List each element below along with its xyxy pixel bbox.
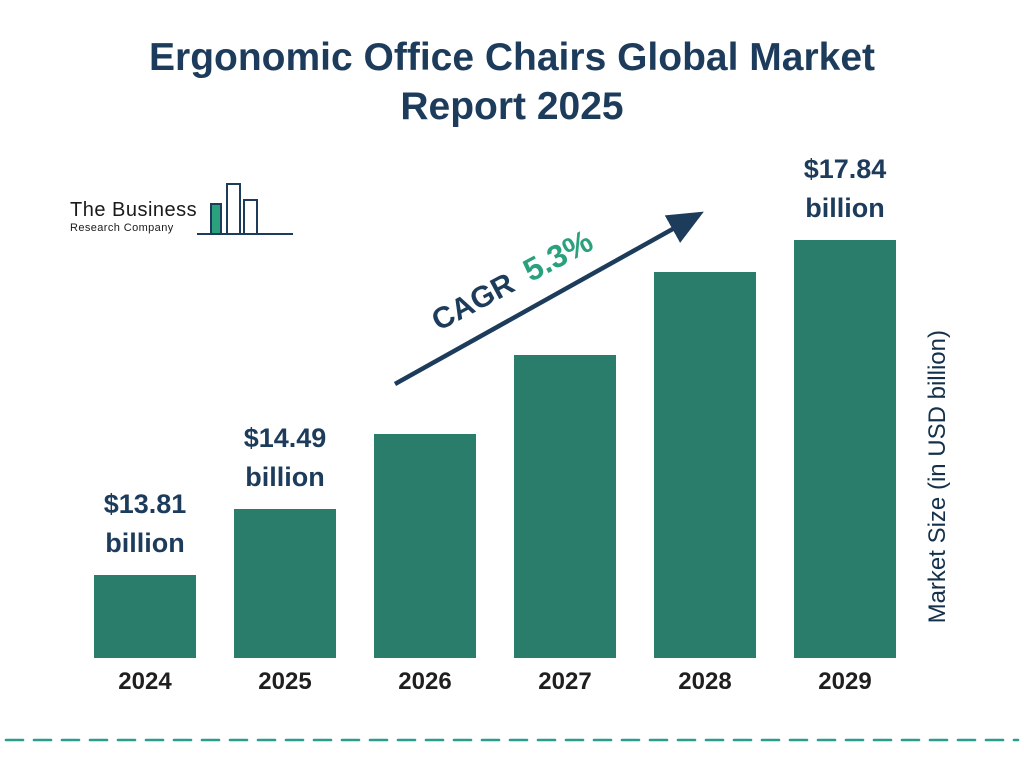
x-axis-tick-label: 2024 [118,668,172,695]
x-axis-tick-label: 2027 [538,668,592,695]
bottom-dashed-divider [4,738,1020,742]
logo-line1: The Business [70,199,198,221]
bar-2028 [654,272,756,658]
x-axis-tick-label: 2028 [678,668,732,695]
y-axis-label: Market Size (in USD billion) [924,330,951,624]
bar-slot: $13.81 billion 2024 [75,150,215,700]
bar-slot: $14.49 billion 2025 [215,150,355,700]
bar-2027 [514,355,616,658]
logo-line2: Research Company [70,222,174,234]
logo-chart-icon [197,183,294,235]
bar-value-label: $17.84 billion [803,154,887,224]
company-logo: The Business Research Company [70,178,297,240]
bar-2025 [234,509,336,658]
bar-value-label: $14.49 billion [243,422,327,492]
x-axis-tick-label: 2029 [818,668,872,695]
bar-2026 [374,434,476,658]
bar-slot: 2027 [495,150,635,700]
bar-value-label: $13.81 billion [103,488,187,558]
bar-chart: $13.81 billion 2024 $14.49 billion 2025 2026 20… [75,150,915,700]
x-axis-tick-label: 2025 [258,668,312,695]
bar-slot: 2026 [355,150,495,700]
bar-2029 [794,240,896,658]
bar-slot: $17.84 billion 2029 [775,150,915,700]
bar-slot: 2028 [635,150,775,700]
chart-title: Ergonomic Office Chairs Global Market Re… [149,36,875,128]
logo-text: The Business Research Company [70,199,197,234]
bar-2024 [94,575,196,658]
x-axis-tick-label: 2026 [398,668,452,695]
